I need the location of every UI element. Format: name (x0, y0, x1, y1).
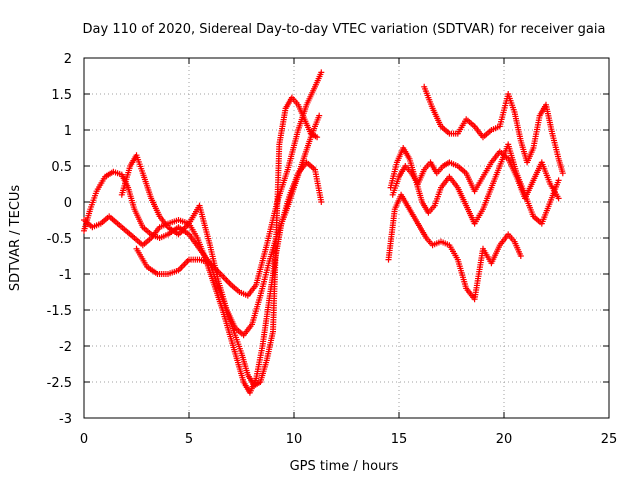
data-point (555, 177, 562, 184)
grid (83, 57, 610, 419)
y-tick-labels: -3 -2.5 -2 -1.5 -1 -0.5 0 0.5 1 1.5 2 (47, 52, 72, 427)
x-tick-labels: 0 5 10 15 20 25 (80, 432, 617, 447)
data-point (316, 112, 323, 119)
x-axis-label: GPS time / hours (290, 459, 399, 474)
data-point (314, 134, 321, 141)
x-tick-label: 5 (185, 432, 193, 447)
series-track-4 (133, 94, 321, 389)
x-tick-label: 15 (391, 432, 408, 447)
series-track-8 (389, 148, 562, 202)
y-tick-label: 0 (64, 196, 72, 211)
y-axis-label: SDTVAR / TECUs (8, 185, 23, 292)
y-tick-label: 0.5 (51, 160, 72, 175)
series-track-3 (118, 112, 323, 339)
chart-title: Day 110 of 2020, Sidereal Day-to-day VTE… (83, 22, 606, 37)
y-tick-label: -2 (59, 340, 72, 355)
data-point (559, 170, 566, 177)
y-tick-label: 1 (64, 124, 72, 139)
y-tick-label: -0.5 (47, 232, 72, 247)
y-tick-label: 1.5 (51, 88, 72, 103)
data-points (81, 69, 566, 396)
y-tick-label: -2.5 (47, 376, 72, 391)
y-tick-label: 2 (64, 52, 72, 67)
x-tick-label: 25 (601, 432, 618, 447)
y-tick-label: -3 (59, 412, 72, 427)
y-tick-label: -1 (59, 268, 72, 283)
series-track-7 (421, 83, 566, 177)
series-track-5 (385, 191, 524, 303)
data-point (318, 69, 325, 76)
series-track-2 (81, 159, 325, 396)
data-point (555, 195, 562, 202)
series-track-6 (387, 141, 562, 227)
plot-frame (83, 57, 610, 419)
x-tick-label: 20 (496, 432, 513, 447)
x-tick-label: 0 (80, 432, 88, 447)
x-tick-label: 10 (286, 432, 303, 447)
data-point (517, 253, 524, 259)
data-point (318, 199, 325, 205)
y-tick-label: -1.5 (47, 304, 72, 319)
